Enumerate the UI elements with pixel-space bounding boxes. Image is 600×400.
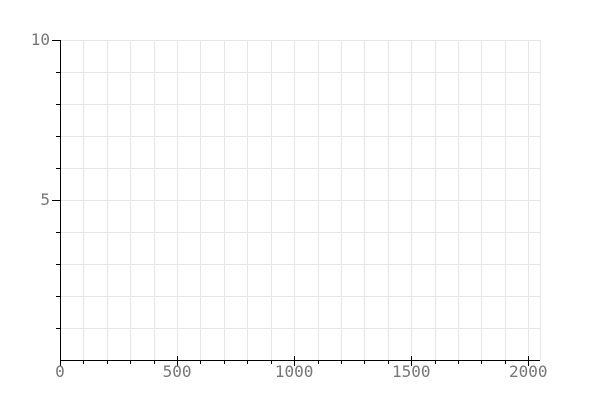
ticks <box>52 40 529 366</box>
tick-labels: 0 500 1000 1500 2000 5 10 <box>31 30 548 381</box>
grid-lines <box>60 40 541 360</box>
y-tick-label: 5 <box>40 190 50 209</box>
x-tick-label: 2000 <box>509 362 548 381</box>
x-tick-label: 0 <box>55 362 65 381</box>
y-tick-label: 10 <box>31 30 50 49</box>
x-tick-label: 1500 <box>392 362 431 381</box>
x-tick-label: 500 <box>163 362 192 381</box>
axes <box>60 40 540 361</box>
x-tick-label: 1000 <box>275 362 314 381</box>
